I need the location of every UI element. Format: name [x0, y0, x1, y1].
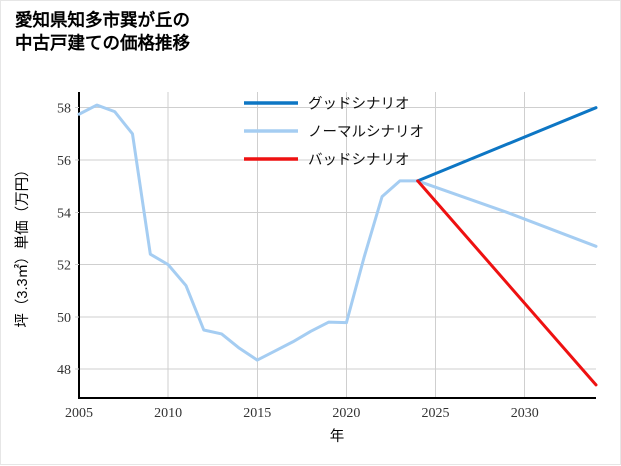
y-tick-label: 48 [57, 363, 71, 378]
legend-label-グッドシナリオ: グッドシナリオ [308, 96, 410, 113]
y-tick-label: 50 [57, 311, 71, 326]
y-tick-label: 52 [57, 259, 71, 274]
x-tick-label: 2005 [65, 406, 93, 421]
y-tick-label: 54 [57, 206, 71, 221]
axis-spine-path [77, 92, 596, 400]
y-axis-ticks: 48 50 52 54 56 58 [57, 102, 79, 378]
x-axis-ticks: 2005 2010 2015 2020 2025 2030 [65, 406, 539, 421]
x-tick-label: 2010 [154, 406, 182, 421]
legend-label-バッドシナリオ: バッドシナリオ [308, 153, 410, 169]
legend-label-ノーマルシナリオ: ノーマルシナリオ [308, 125, 424, 141]
series-line-バッドシナリオ [416, 179, 598, 387]
data-series [77, 103, 598, 387]
y-tick-label: 56 [57, 154, 71, 169]
y-axis-label: 坪（3.3㎡）単価（万円） [14, 162, 31, 327]
y-tick-label: 58 [57, 102, 71, 117]
x-tick-label: 2025 [422, 406, 450, 421]
x-tick-label: 2015 [243, 406, 271, 421]
x-tick-label: 2020 [332, 406, 360, 421]
chart-title: 愛知県知多市巽が丘の 中古戸建ての価格推移 [15, 10, 190, 54]
series-line-グッドシナリオ [416, 106, 598, 183]
axis-spines [77, 92, 596, 400]
x-tick-label: 2030 [511, 406, 539, 421]
series-line-ノーマルシナリオ [77, 103, 598, 362]
x-axis-label: 年 [330, 428, 345, 445]
